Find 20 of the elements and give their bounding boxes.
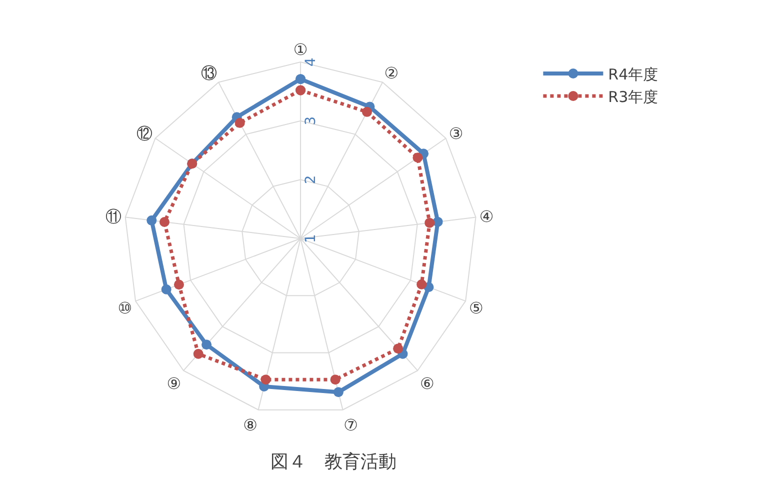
text: 図４ 教育活動 (270, 451, 397, 472)
y-tick-label: 1 (303, 234, 320, 243)
y-tick-label: 3 (303, 116, 320, 126)
spoke-label: ① (293, 40, 308, 60)
spoke-label: ⑬ (200, 64, 217, 83)
spoke-label: ⑤ (469, 298, 484, 318)
spoke-label: ③ (448, 124, 464, 143)
spoke-label: ⑨ (166, 374, 182, 394)
legend-label: R4年度 (608, 65, 658, 84)
spoke-label: ⑦ (344, 415, 358, 434)
legend-label: R3年度 (608, 88, 658, 106)
y-tick-label: 4 (303, 57, 320, 66)
spoke-label: ⑧ (243, 415, 258, 434)
y-tick-label: 2 (303, 175, 320, 184)
spoke-label: ② (384, 64, 399, 83)
spoke-label: ⑩ (118, 298, 132, 318)
spoke-label: ⑥ (420, 374, 434, 394)
spoke-label: ⑪ (106, 206, 122, 226)
spoke-label: ④ (479, 206, 494, 226)
spoke-label: ⑫ (136, 124, 152, 143)
